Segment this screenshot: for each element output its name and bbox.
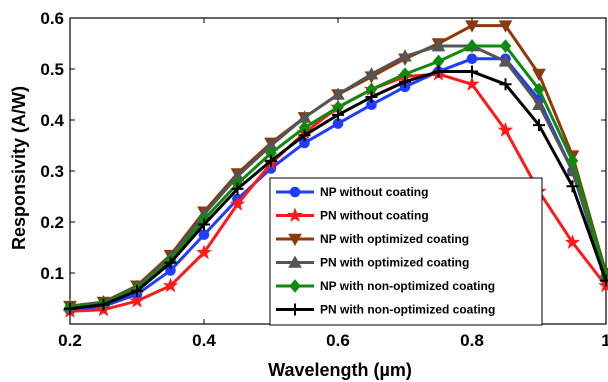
data-point <box>365 91 378 104</box>
x-tick-label: 0.4 <box>192 331 216 350</box>
legend-marker <box>289 279 301 293</box>
data-point <box>499 78 512 91</box>
data-point <box>466 65 478 78</box>
data-point <box>464 76 480 91</box>
y-tick-label: 0.4 <box>40 111 64 130</box>
legend-label: NP with optimized coating <box>320 232 469 246</box>
x-tick-label: 0.2 <box>58 331 82 350</box>
legend-item: NP with non-optimized coating <box>276 279 495 293</box>
y-tick-label: 0.2 <box>40 213 64 232</box>
data-point <box>466 39 478 53</box>
legend-item: PN with non-optimized coating <box>276 303 495 317</box>
data-point <box>162 277 179 293</box>
x-tick-label: 1 <box>601 331 608 350</box>
data-point <box>198 218 210 231</box>
legend-marker <box>289 186 301 198</box>
legend-marker <box>289 303 301 316</box>
data-point <box>431 39 446 52</box>
data-point <box>466 53 478 65</box>
data-point <box>532 68 546 82</box>
series-6 <box>64 65 608 315</box>
x-tick-label: 0.6 <box>326 331 350 350</box>
data-point <box>64 302 76 315</box>
x-axis-label: Wavelength (µm) <box>268 360 412 380</box>
data-point <box>566 180 579 193</box>
data-point <box>129 292 145 308</box>
legend-item: NP without coating <box>276 185 428 199</box>
data-point <box>298 129 311 142</box>
data-point <box>533 119 545 132</box>
legend-marker <box>288 255 302 268</box>
legend-label: PN without coating <box>320 209 429 223</box>
data-point <box>398 49 412 62</box>
data-point <box>196 244 212 260</box>
data-point <box>265 154 277 167</box>
data-point <box>566 154 579 168</box>
data-point <box>533 82 545 97</box>
data-point <box>497 122 514 137</box>
legend-item: NP with optimized coating <box>276 232 469 247</box>
data-point <box>364 67 379 80</box>
legend-label: PN with non-optimized coating <box>320 303 495 317</box>
x-tick-label: 0.8 <box>460 331 484 350</box>
data-point <box>499 39 512 53</box>
legend: NP without coating PN without coating NP w… <box>269 177 543 326</box>
data-point <box>564 234 581 249</box>
data-point <box>164 256 177 269</box>
data-point <box>331 87 345 100</box>
y-tick-label: 0.1 <box>40 264 64 283</box>
data-point <box>97 298 110 311</box>
y-tick-label: 0.5 <box>40 60 64 79</box>
data-point <box>131 284 143 297</box>
legend-marker <box>287 207 303 223</box>
legend-box <box>269 177 543 326</box>
data-point <box>231 182 244 195</box>
legend-label: PN with optimized coating <box>320 256 469 270</box>
data-point <box>229 196 246 211</box>
y-tick-label: 0.3 <box>40 162 64 181</box>
y-axis-label: Responsivity (A/W) <box>9 86 29 250</box>
data-point <box>432 65 445 78</box>
data-point <box>399 75 411 88</box>
y-tick-label: 0.6 <box>40 9 64 28</box>
series-layer <box>62 20 608 318</box>
data-point <box>498 54 513 67</box>
data-point <box>198 229 210 241</box>
data-point <box>465 20 479 33</box>
legend-marker <box>288 233 302 247</box>
legend-label: NP with non-optimized coating <box>320 279 495 293</box>
legend-item: PN with optimized coating <box>276 255 469 270</box>
legend-item: PN without coating <box>276 207 429 223</box>
data-point <box>332 108 344 121</box>
data-point <box>532 97 546 110</box>
legend-label: NP without coating <box>320 185 428 199</box>
data-point <box>600 274 608 287</box>
data-point <box>498 20 513 33</box>
